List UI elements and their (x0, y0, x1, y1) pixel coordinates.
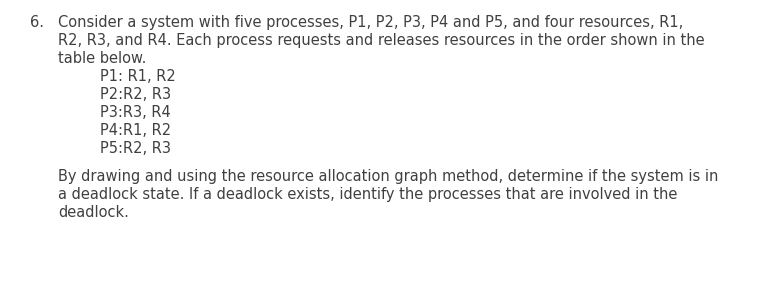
Text: P3:R3, R4: P3:R3, R4 (100, 105, 171, 120)
Text: P5:R2, R3: P5:R2, R3 (100, 141, 171, 156)
Text: P1: R1, R2: P1: R1, R2 (100, 69, 176, 84)
Text: P2:R2, R3: P2:R2, R3 (100, 87, 171, 102)
Text: R2, R3, and R4. Each process requests and releases resources in the order shown : R2, R3, and R4. Each process requests an… (58, 33, 705, 48)
Text: Consider a system with five processes, P1, P2, P3, P4 and P5, and four resources: Consider a system with five processes, P… (58, 15, 684, 30)
Text: table below.: table below. (58, 51, 146, 66)
Text: deadlock.: deadlock. (58, 205, 129, 220)
Text: P4:R1, R2: P4:R1, R2 (100, 123, 171, 138)
Text: a deadlock state. If a deadlock exists, identify the processes that are involved: a deadlock state. If a deadlock exists, … (58, 187, 677, 202)
Text: By drawing and using the resource allocation graph method, determine if the syst: By drawing and using the resource alloca… (58, 169, 719, 184)
Text: 6.: 6. (30, 15, 44, 30)
